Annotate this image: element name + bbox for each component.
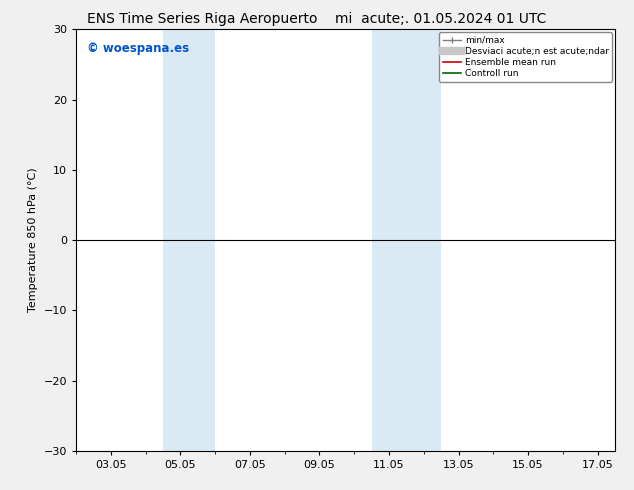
Text: © woespana.es: © woespana.es: [87, 42, 189, 55]
Bar: [372, 29, 441, 451]
Bar: [163, 29, 215, 451]
Y-axis label: Temperature 850 hPa (°C): Temperature 850 hPa (°C): [28, 168, 38, 313]
Text: ENS Time Series Riga Aeropuerto    mi  acute;. 01.05.2024 01 UTC: ENS Time Series Riga Aeropuerto mi acute…: [87, 12, 547, 26]
Legend: min/max, Desviaci acute;n est acute;ndar, Ensemble mean run, Controll run: min/max, Desviaci acute;n est acute;ndar…: [439, 32, 612, 82]
